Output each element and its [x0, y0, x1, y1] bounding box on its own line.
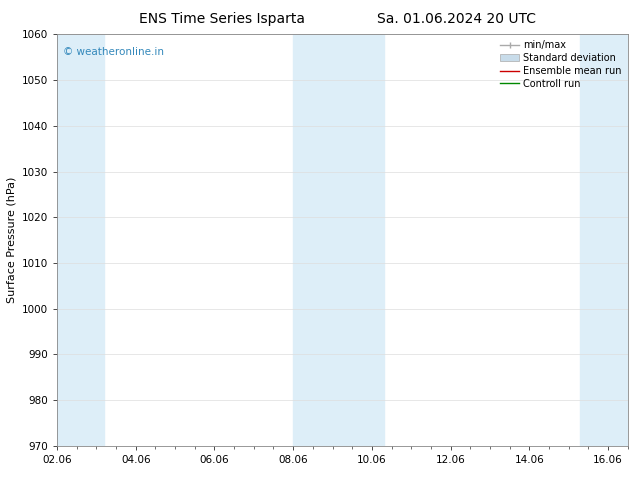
Text: ENS Time Series Isparta: ENS Time Series Isparta [139, 12, 305, 26]
Text: © weatheronline.in: © weatheronline.in [63, 47, 164, 57]
Bar [57, 34, 104, 446]
Y-axis label: Surface Pressure (hPa): Surface Pressure (hPa) [6, 177, 16, 303]
Legend: min/max, Standard deviation, Ensemble mean run, Controll run: min/max, Standard deviation, Ensemble me… [496, 36, 626, 93]
Bar [293, 34, 384, 446]
Bar [581, 34, 628, 446]
Text: Sa. 01.06.2024 20 UTC: Sa. 01.06.2024 20 UTC [377, 12, 536, 26]
